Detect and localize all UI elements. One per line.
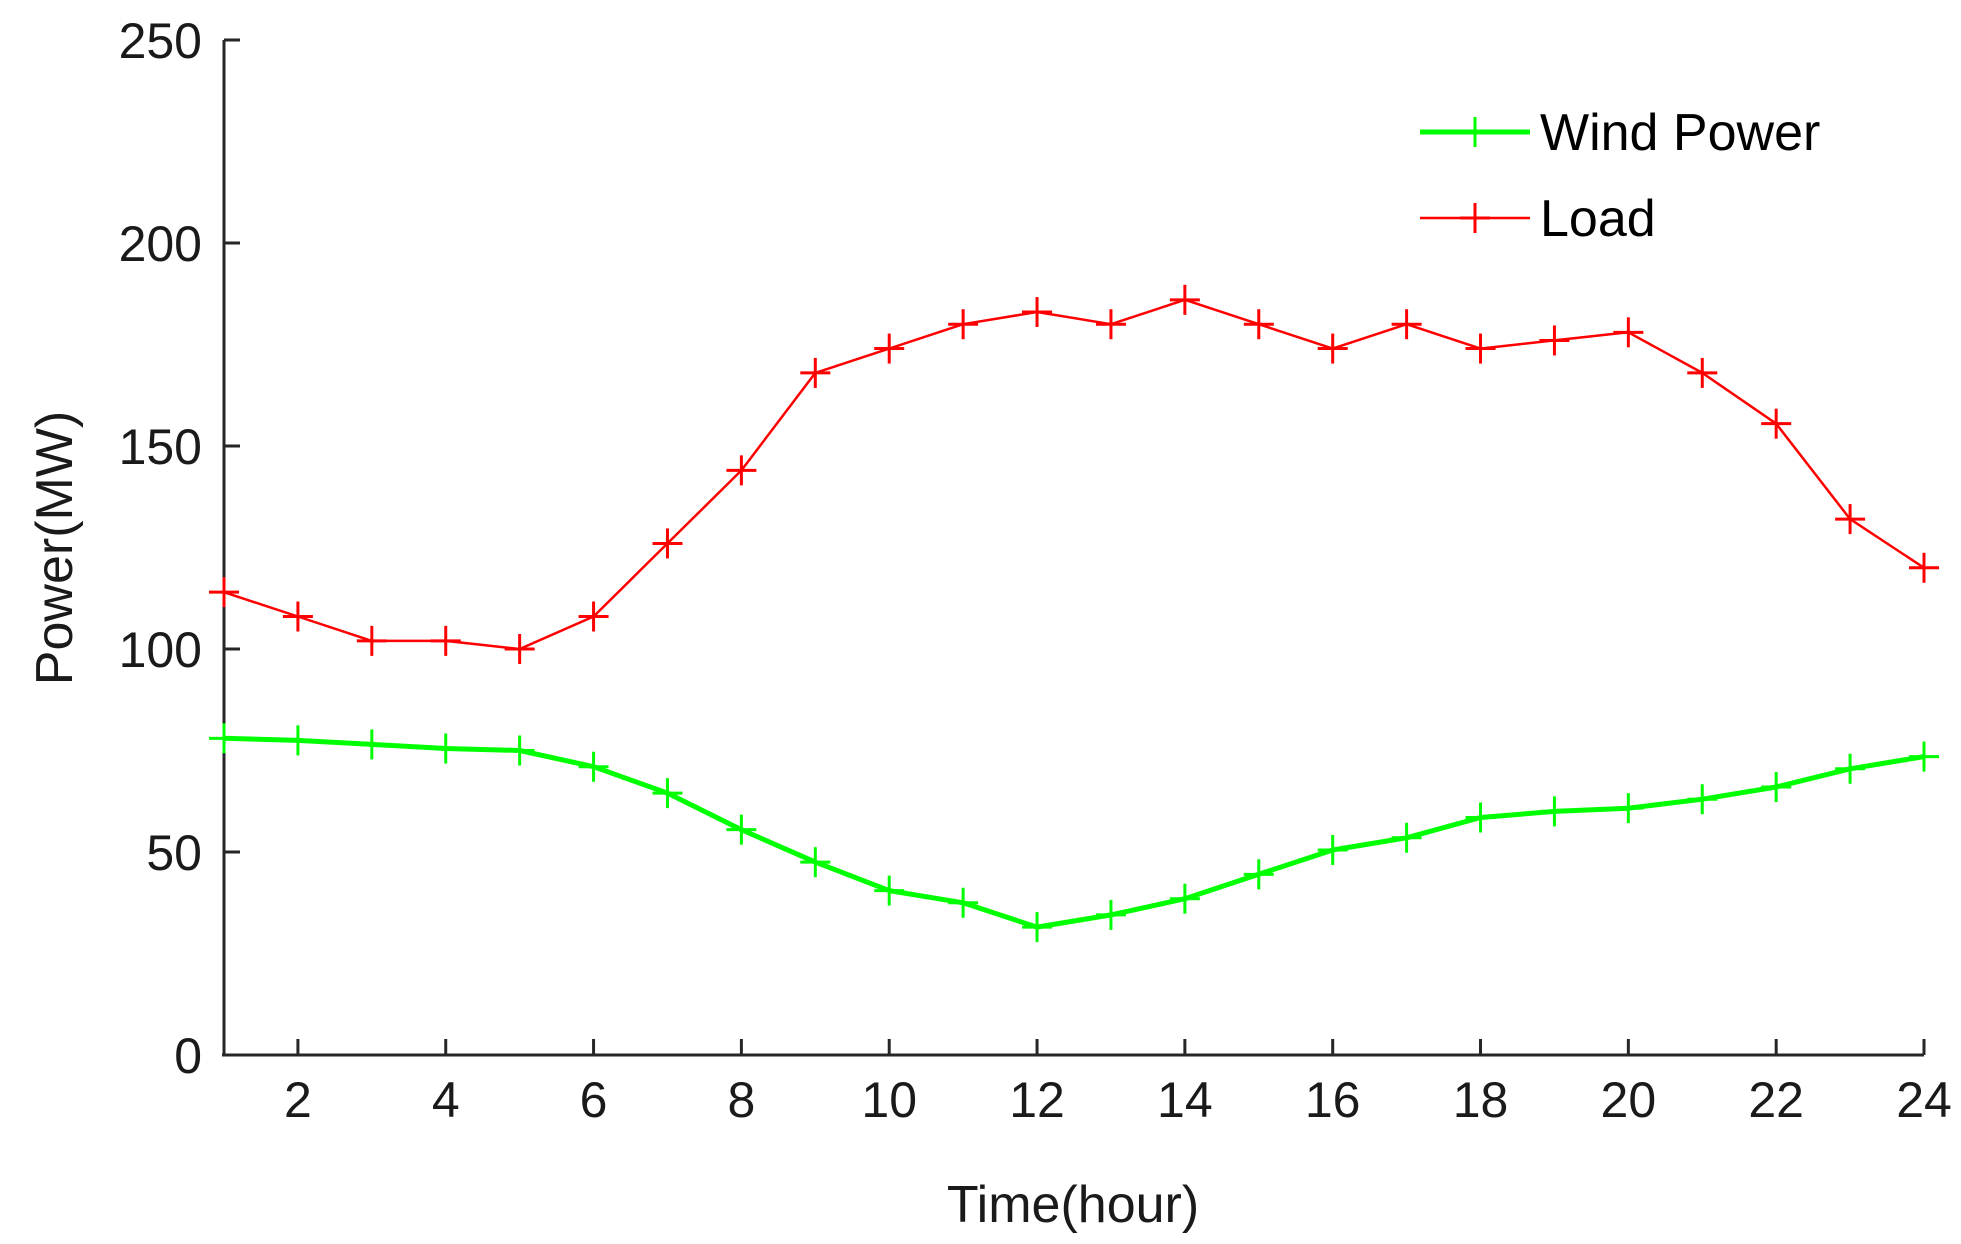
data-point-marker (356, 729, 387, 760)
data-point-marker (1835, 753, 1866, 784)
series-layer (209, 284, 1939, 943)
series-line (223, 735, 1925, 930)
y-tick-label: 150 (119, 419, 202, 475)
data-point-marker (430, 625, 461, 656)
y-axis-title: Power(MW) (26, 411, 84, 685)
x-tick-label: 16 (1305, 1072, 1361, 1128)
data-point-marker (1317, 333, 1348, 364)
data-point-marker (726, 455, 757, 486)
data-point-marker (578, 751, 609, 782)
x-tick-label: 14 (1157, 1072, 1213, 1128)
data-point-marker (504, 634, 535, 664)
data-point-marker (800, 847, 831, 878)
data-point-marker (1613, 793, 1644, 824)
data-point-marker (1465, 333, 1496, 364)
data-point-marker (1022, 912, 1053, 943)
x-tick-label: 8 (727, 1072, 755, 1128)
data-point-marker (1761, 772, 1792, 803)
data-point-marker (1095, 309, 1126, 340)
x-tick-label: 6 (580, 1072, 608, 1128)
series-line (223, 298, 1925, 651)
data-point-marker (1317, 834, 1348, 865)
data-point-marker (209, 723, 239, 754)
y-ticks: 0 50 100 150 200 250 (119, 13, 240, 1084)
data-point-marker (1022, 297, 1053, 328)
legend-label: Wind Power (1540, 104, 1820, 162)
x-tick-label: 18 (1453, 1072, 1509, 1128)
data-point-marker (652, 528, 683, 559)
data-point-marker (1687, 784, 1718, 815)
data-point-marker (1095, 899, 1126, 930)
data-point-marker (1169, 883, 1200, 914)
y-tick-label: 200 (119, 216, 202, 272)
data-point-marker (1909, 741, 1939, 772)
data-point-marker (504, 735, 535, 766)
data-point-marker (726, 814, 757, 845)
x-tick-label: 4 (432, 1072, 460, 1128)
x-axis-title: Time(hour) (947, 1176, 1199, 1234)
y-tick-label: 50 (146, 825, 202, 881)
data-point-marker (282, 601, 313, 632)
data-point-marker (1539, 325, 1570, 356)
data-point-marker (1243, 309, 1274, 340)
data-point-marker (209, 577, 239, 608)
y-tick-label: 0 (174, 1028, 202, 1084)
data-point-marker (948, 309, 979, 340)
data-point-marker (430, 733, 461, 764)
data-point-marker (1391, 309, 1422, 340)
data-point-marker (1687, 357, 1718, 388)
x-tick-label: 12 (1009, 1072, 1065, 1128)
data-point-marker (1539, 796, 1570, 827)
data-point-marker (1761, 408, 1792, 439)
y-tick-label: 100 (119, 622, 202, 678)
x-tick-label: 24 (1896, 1072, 1952, 1128)
data-point-marker (800, 357, 831, 388)
x-tick-label: 2 (284, 1072, 312, 1128)
legend-item: Wind Power (1420, 104, 1820, 162)
legend: Wind Power Load (1420, 104, 1820, 248)
y-tick-label: 250 (119, 13, 202, 69)
data-point-marker (1243, 859, 1274, 890)
x-tick-label: 10 (861, 1072, 917, 1128)
data-point-marker (356, 625, 387, 656)
data-point-marker (1909, 552, 1939, 583)
data-point-marker (1835, 504, 1866, 535)
axes (222, 40, 1924, 1057)
data-point-marker (874, 333, 905, 364)
x-tick-label: 20 (1601, 1072, 1657, 1128)
data-point-marker (1391, 822, 1422, 853)
series-wind-power (209, 723, 1939, 943)
x-tick-label: 22 (1748, 1072, 1804, 1128)
data-point-marker (874, 875, 905, 906)
data-point-marker (948, 887, 979, 918)
series-load (209, 284, 1939, 664)
x-ticks: 2 4 6 8 10 12 14 16 18 20 22 24 (284, 1039, 1952, 1128)
legend-label: Load (1540, 190, 1656, 248)
data-point-marker (1465, 802, 1496, 833)
data-point-marker (652, 778, 683, 809)
data-point-marker (1613, 317, 1644, 348)
data-point-marker (578, 601, 609, 632)
legend-item: Load (1420, 190, 1656, 248)
data-point-marker (1169, 284, 1200, 315)
data-point-marker (282, 725, 313, 756)
